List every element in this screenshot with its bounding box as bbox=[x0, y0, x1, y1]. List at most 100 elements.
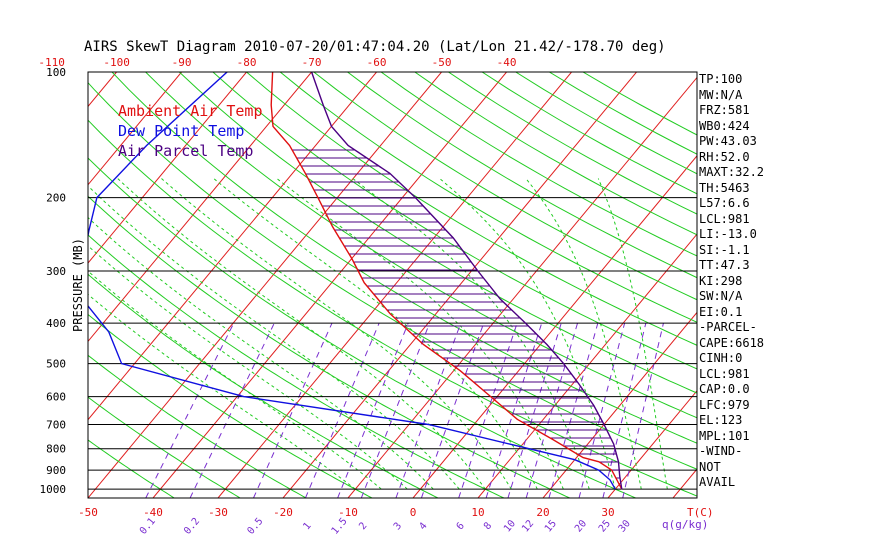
legend-entry: Dew Point Temp bbox=[118, 122, 244, 140]
index-value: TT:47.3 bbox=[699, 258, 750, 272]
index-value: MAXT:32.2 bbox=[699, 165, 765, 179]
isotherm-line bbox=[607, 389, 697, 498]
index-value: SI:-1.1 bbox=[699, 242, 750, 257]
index-value: PW:43.03 bbox=[699, 134, 757, 148]
index-value: AVAIL bbox=[699, 475, 736, 489]
mixing-ratio-line bbox=[360, 322, 431, 498]
dry-adiabat-line bbox=[380, 72, 697, 257]
mixing-ratio-line bbox=[253, 322, 333, 498]
dry-adiabat-line bbox=[246, 72, 697, 346]
dry-adiabat-line bbox=[347, 72, 697, 279]
index-value: CINH:0 bbox=[699, 351, 743, 365]
mixing-ratio-tick-label: 1 bbox=[301, 521, 313, 533]
dewpoint-temp-line bbox=[88, 72, 616, 490]
mixing-ratio-tick-label: 6 bbox=[455, 521, 467, 533]
index-value: KI:298 bbox=[699, 273, 743, 288]
isotherm-line bbox=[477, 233, 697, 498]
mixing-ratio-tick-label: 3 bbox=[392, 521, 404, 533]
mixing-ratio-line bbox=[485, 323, 543, 498]
mixing-ratio-tick-label: 30 bbox=[617, 518, 633, 534]
moist-adiabat-line bbox=[525, 178, 642, 490]
index-value: WB0:424 bbox=[699, 118, 750, 133]
bottom-temp-tick-label: 20 bbox=[536, 506, 549, 519]
mixing-ratio-line bbox=[602, 323, 647, 498]
mixing-ratio-tick-label: 2 bbox=[357, 521, 369, 533]
index-value: FRZ:581 bbox=[699, 103, 750, 117]
bottom-temp-tick-label: -50 bbox=[78, 506, 98, 519]
mixing-ratio-tick-label: 1.5 bbox=[330, 516, 350, 537]
mixing-ratio-tick-label: 20 bbox=[573, 518, 589, 534]
bottom-temp-tick-label: -20 bbox=[273, 506, 293, 519]
dry-adiabat-line bbox=[145, 72, 697, 419]
index-value: LCL:981 bbox=[699, 366, 750, 381]
index-value: NOT bbox=[699, 459, 721, 474]
dry-adiabat-line bbox=[88, 119, 697, 497]
mixing-ratio-line bbox=[548, 323, 599, 498]
mixing-ratio-tick-label: 0.5 bbox=[246, 516, 266, 537]
dry-adiabat-line bbox=[111, 72, 697, 444]
index-value: LI:-13.0 bbox=[699, 227, 757, 241]
index-value: RH:52.0 bbox=[699, 149, 750, 164]
dry-adiabat-line bbox=[88, 396, 241, 498]
moist-adiabat-line bbox=[88, 245, 408, 490]
isotherm-line bbox=[88, 72, 312, 343]
legend-entry: Ambient Air Temp bbox=[118, 102, 263, 120]
dry-adiabat-line bbox=[88, 313, 373, 498]
isotherm-line bbox=[88, 72, 377, 421]
isotherm-line bbox=[152, 72, 507, 498]
index-value: TP:100 bbox=[699, 72, 743, 86]
pressure-tick-label: 100 bbox=[46, 66, 66, 79]
bottom-temp-tick-label: -40 bbox=[143, 506, 163, 519]
isotherm-line bbox=[738, 72, 870, 498]
mixing-ratio-tick-label: 25 bbox=[597, 518, 613, 534]
index-value: L57:6.6 bbox=[699, 196, 750, 210]
bottom-temp-tick-label: 30 bbox=[601, 506, 614, 519]
mixing-ratio-tick-label: 8 bbox=[482, 521, 494, 533]
pressure-tick-label: 500 bbox=[46, 358, 66, 371]
index-value: LFC:979 bbox=[699, 397, 750, 412]
mixing-ratio-line bbox=[420, 322, 485, 498]
moist-adiabat-line bbox=[88, 293, 356, 490]
mixing-ratio-tick-label: 10 bbox=[502, 518, 518, 534]
mixing-ratio-line bbox=[304, 322, 380, 498]
isotherm-line bbox=[217, 72, 572, 498]
pressure-tick-label: 400 bbox=[46, 317, 66, 330]
pressure-tick-label: 700 bbox=[46, 419, 66, 432]
moist-adiabat-line bbox=[88, 270, 382, 490]
mixing-ratio-tick-label: 15 bbox=[543, 518, 559, 534]
pressure-tick-label: 200 bbox=[46, 192, 66, 205]
plot-frame bbox=[87, 71, 698, 499]
dry-adiabat-line bbox=[88, 234, 505, 498]
mixing-ratio-line bbox=[395, 322, 462, 498]
pressure-tick-label: 600 bbox=[46, 391, 66, 404]
index-value: MPL:101 bbox=[699, 428, 750, 443]
isotherm-line bbox=[803, 72, 870, 498]
mixing-ratio-tick-label: 12 bbox=[520, 518, 536, 534]
mixing-ratio-line bbox=[507, 323, 562, 498]
isotherm-line bbox=[88, 72, 442, 498]
parcel-temp-line bbox=[310, 72, 623, 490]
moist-adiabat-line bbox=[88, 185, 460, 490]
pressure-tick-label: 300 bbox=[46, 265, 66, 278]
dry-adiabat-line bbox=[178, 72, 697, 394]
top-temp-tick-label: -100 bbox=[103, 56, 130, 69]
index-value: TH:5463 bbox=[699, 180, 750, 195]
pressure-tick-label: 800 bbox=[46, 443, 66, 456]
mixing-ratio-tick-label: 4 bbox=[417, 521, 429, 533]
isotherm-line bbox=[542, 311, 697, 498]
mixing-ratio-unit-label: q(g/kg) bbox=[662, 518, 708, 531]
isotherm-line bbox=[88, 72, 117, 108]
index-value: SW:N/A bbox=[699, 289, 743, 303]
mixing-ratio-line bbox=[458, 322, 518, 498]
top-temp-tick-label: -80 bbox=[237, 56, 257, 69]
moist-adiabat-line bbox=[597, 178, 668, 490]
dry-adiabat-line bbox=[212, 72, 697, 370]
dry-adiabat-line bbox=[279, 72, 697, 323]
top-temp-tick-label: -40 bbox=[497, 56, 517, 69]
chart-title: AIRS SkewT Diagram 2010-07-20/01:47:04.2… bbox=[84, 39, 666, 55]
dry-adiabat-line bbox=[515, 72, 697, 175]
dry-adiabat-line bbox=[414, 72, 697, 236]
bottom-temp-tick-label: -10 bbox=[338, 506, 358, 519]
top-temp-tick-label: -50 bbox=[432, 56, 452, 69]
dry-adiabat-line bbox=[88, 354, 307, 498]
